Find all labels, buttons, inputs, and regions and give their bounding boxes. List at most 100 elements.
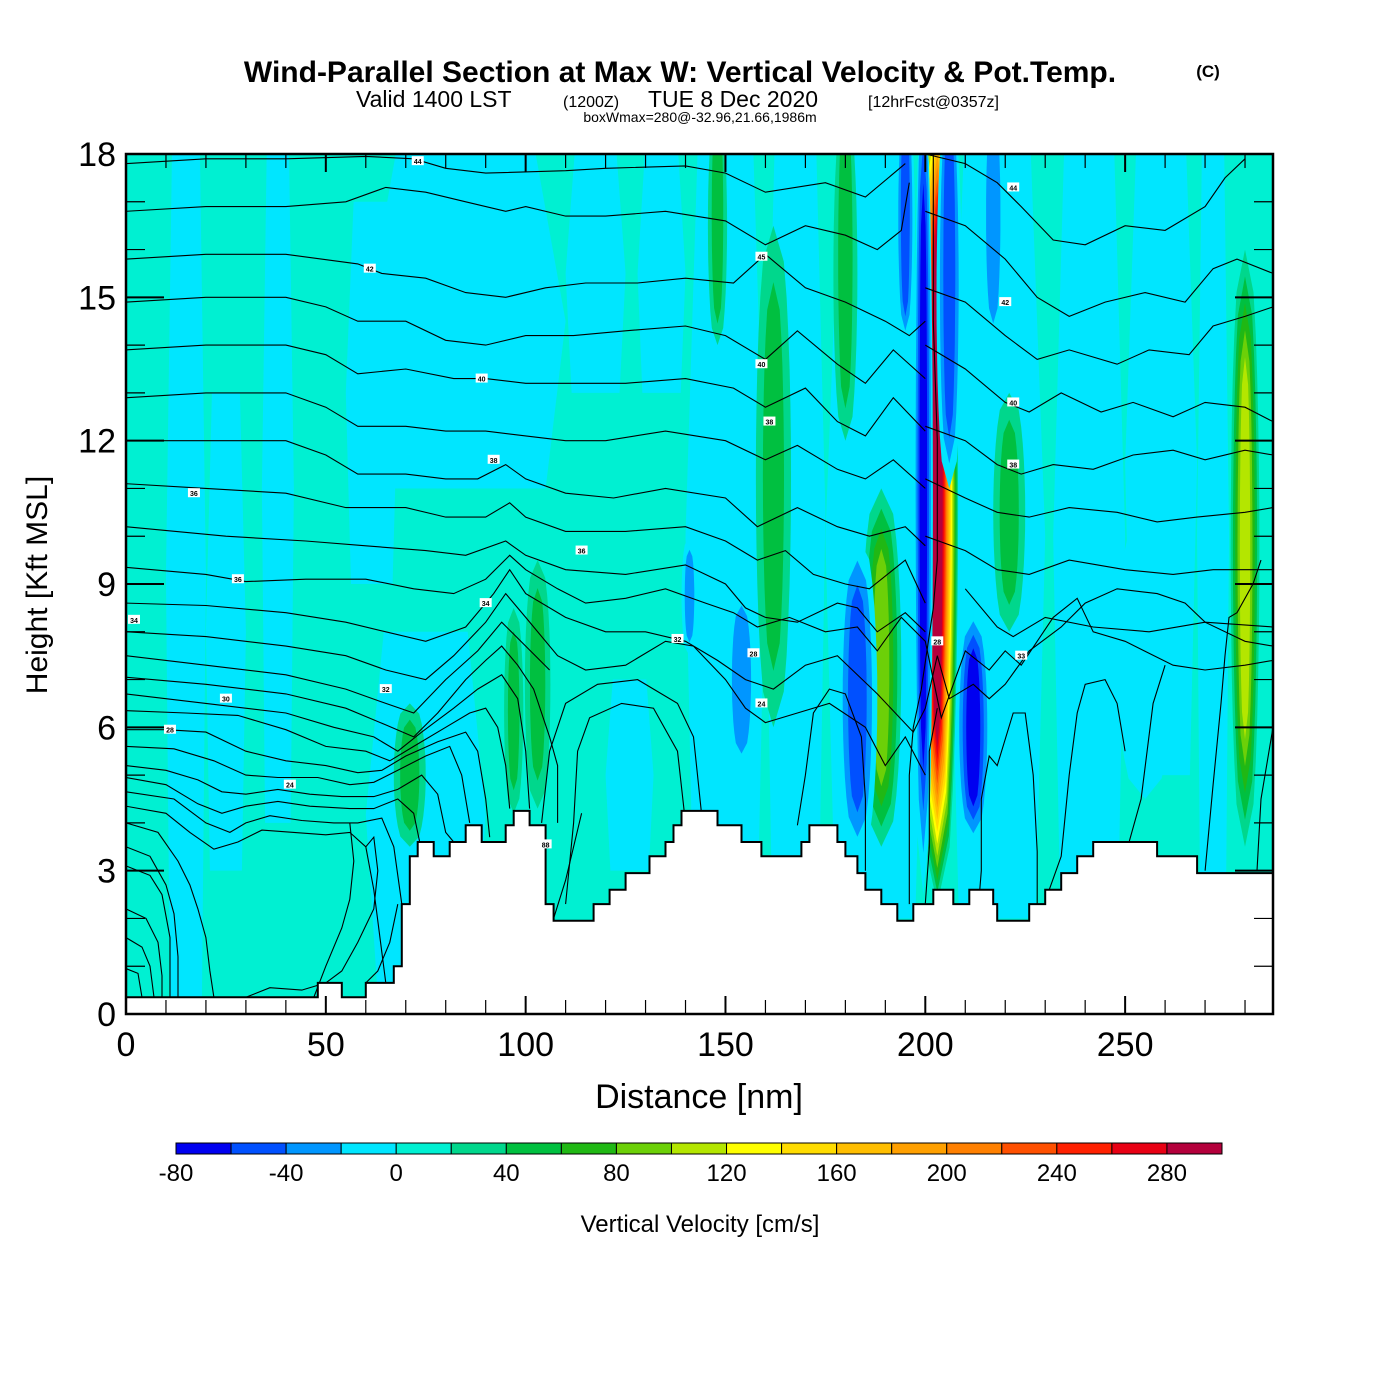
x-tick-label: 250 bbox=[1097, 1026, 1154, 1064]
y-tick-labels: 0 3 6 9 12 15 18 bbox=[78, 136, 116, 1034]
contour-label-text: 28 bbox=[166, 728, 174, 735]
theta-contour bbox=[964, 588, 1273, 638]
theta-contour bbox=[126, 805, 387, 983]
subtitle-utc: (1200Z) bbox=[563, 94, 619, 111]
theta-contour bbox=[925, 154, 1246, 246]
x-tick-label: 50 bbox=[307, 1026, 345, 1064]
velocity-band bbox=[731, 605, 752, 754]
x-axis-label: Distance [nm] bbox=[595, 1078, 803, 1116]
x-tick-label: 100 bbox=[497, 1026, 554, 1064]
contour-label-bg bbox=[575, 545, 588, 555]
theta-contour bbox=[126, 645, 559, 823]
contour-label-text: 38 bbox=[766, 420, 774, 427]
contour-label: 36 bbox=[187, 488, 200, 498]
theta-contour bbox=[126, 765, 455, 843]
theta-contour bbox=[925, 478, 1273, 523]
velocity-band bbox=[605, 679, 654, 871]
colorbar-swatch bbox=[726, 1142, 783, 1155]
colorbar-swatch bbox=[1166, 1142, 1223, 1155]
contour-label: 24 bbox=[755, 698, 768, 708]
contour-label: 28 bbox=[931, 636, 944, 646]
colorbar-swatch bbox=[781, 1142, 838, 1155]
x-tick-label: 150 bbox=[697, 1026, 754, 1064]
chart-subtitle: Valid 1400 LST (1200Z) TUE 8 Dec 2020 [1… bbox=[356, 86, 999, 112]
contour-label-bg bbox=[379, 684, 392, 694]
y-tick-label: 9 bbox=[97, 566, 116, 604]
theta-contour bbox=[126, 908, 163, 998]
colorbar-tick-label: 120 bbox=[707, 1160, 747, 1187]
contour-label-text: 34 bbox=[130, 618, 138, 625]
colorbar-swatch bbox=[1056, 1142, 1113, 1155]
contour-label-bg bbox=[1007, 459, 1020, 469]
velocity-band bbox=[943, 154, 956, 439]
contour-label: 38 bbox=[487, 454, 500, 465]
theta-contour bbox=[126, 968, 143, 998]
velocity-band bbox=[1057, 536, 1106, 823]
contour-label: 33 bbox=[1015, 650, 1028, 661]
x-tick-label: 0 bbox=[117, 1026, 136, 1064]
theta-contour bbox=[126, 822, 215, 998]
velocity-band bbox=[1239, 357, 1251, 740]
velocity-band bbox=[838, 154, 853, 409]
contour-label-text: 38 bbox=[1009, 463, 1017, 470]
colorbar-tick-label: 160 bbox=[817, 1160, 857, 1187]
theta-contour bbox=[126, 253, 926, 337]
plot-area: 44 42 40 38 36 36 34 36 34 32 30 28 24 88 45 40 38 32 28 24… bbox=[126, 154, 1273, 1014]
contour-label-text: 38 bbox=[490, 458, 498, 465]
theta-contour bbox=[553, 813, 583, 919]
theta-contour bbox=[313, 822, 355, 998]
colorbar-swatch bbox=[175, 1142, 232, 1155]
contour-label-text: 42 bbox=[1001, 300, 1009, 307]
velocity-band bbox=[507, 631, 520, 791]
theta-contour bbox=[565, 702, 687, 905]
plot-frame bbox=[124, 152, 1275, 1016]
contour-label: 44 bbox=[411, 156, 424, 166]
theta-contour bbox=[365, 903, 399, 984]
contour-label-text: 45 bbox=[758, 255, 766, 262]
copyright-mark: (C) bbox=[1196, 62, 1220, 81]
contour-label: 30 bbox=[219, 693, 232, 704]
colorbar-swatch bbox=[505, 1142, 562, 1155]
theta-contour bbox=[925, 210, 1273, 318]
contour-label: 28 bbox=[163, 724, 176, 735]
colorbar-swatch bbox=[1111, 1142, 1168, 1155]
theta-contour bbox=[126, 729, 491, 838]
colorbar-swatch bbox=[891, 1142, 948, 1155]
theta-contour bbox=[126, 621, 550, 714]
colorbar-swatch bbox=[670, 1142, 728, 1155]
contour-label: 45 bbox=[755, 251, 768, 262]
contour-label-text: 44 bbox=[414, 159, 422, 166]
theta-contour bbox=[908, 154, 938, 905]
subtitle-date: TUE 8 Dec 2020 bbox=[648, 86, 818, 112]
colorbar-swatch bbox=[1001, 1142, 1058, 1155]
theta-contour bbox=[1204, 559, 1262, 871]
contour-label: 40 bbox=[755, 359, 768, 369]
contour-label-bg bbox=[755, 251, 768, 261]
x-tick-label: 200 bbox=[897, 1026, 954, 1064]
theta-contour bbox=[245, 835, 379, 998]
theta-contour bbox=[126, 937, 155, 998]
contour-label-text: 24 bbox=[286, 783, 294, 790]
colorbar-tick-label: 240 bbox=[1037, 1160, 1077, 1187]
subtitle-valid: Valid 1400 LST bbox=[356, 86, 512, 112]
theta-contour bbox=[925, 344, 1273, 423]
colorbar-swatch bbox=[450, 1142, 507, 1155]
theta-contour bbox=[126, 182, 910, 251]
theta-contour bbox=[976, 712, 1038, 921]
contour-label-bg bbox=[231, 574, 244, 584]
y-tick-label: 15 bbox=[78, 279, 116, 317]
theta-contour bbox=[924, 708, 938, 905]
y-tick-label: 0 bbox=[97, 996, 116, 1034]
theta-contour bbox=[1124, 665, 1166, 857]
contour-label: 24 bbox=[283, 779, 296, 790]
y-tick-label: 12 bbox=[78, 423, 116, 461]
theta-contour bbox=[541, 679, 703, 823]
theta-contour bbox=[126, 592, 926, 776]
theta-contour bbox=[126, 865, 171, 998]
contour-label: 38 bbox=[763, 416, 776, 427]
velocity-band bbox=[261, 154, 294, 823]
theta-contour bbox=[126, 776, 423, 852]
contour-label-text: 36 bbox=[190, 491, 198, 498]
contour-label-text: 36 bbox=[578, 549, 586, 556]
